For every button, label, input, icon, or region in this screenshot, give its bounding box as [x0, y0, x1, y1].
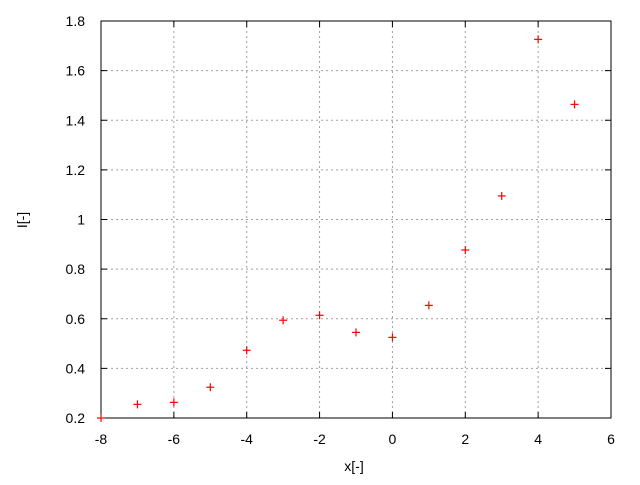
x-axis-label: x[-] [344, 458, 363, 474]
y-axis-label: I[-] [14, 212, 30, 228]
x-tick-label: -2 [313, 431, 326, 447]
data-point [133, 400, 142, 409]
data-point [352, 328, 360, 337]
y-tick-label: 0.4 [66, 360, 86, 376]
data-point [388, 333, 397, 342]
y-tick-label: 0.6 [66, 311, 86, 327]
data-point [570, 100, 579, 109]
y-tick-label: 1.8 [66, 13, 86, 29]
y-tick-label: 0.2 [66, 410, 86, 426]
data-point [242, 346, 251, 355]
y-tick-label: 1.6 [66, 63, 86, 79]
y-tick-label: 0.8 [66, 261, 86, 277]
data-point [206, 383, 215, 392]
data-point [97, 414, 105, 422]
grid [101, 21, 611, 418]
y-tick-label: 1 [77, 212, 85, 228]
data-point [169, 398, 178, 407]
x-tick-label: 2 [461, 431, 469, 447]
plot-frame [100, 20, 612, 419]
data-point [315, 311, 324, 320]
y-tick-label: 1.2 [66, 162, 86, 178]
axis-ticks: -8 -6 -4 -2 0 2 4 6 0.2 0.4 0.6 0.8 1 1.2 1.4 1.6 1.8 [66, 13, 616, 447]
data-point [534, 35, 543, 44]
data-point [279, 316, 288, 325]
x-tick-label: 0 [389, 431, 397, 447]
data-point [461, 246, 470, 255]
data-points [97, 35, 579, 422]
data-point [497, 191, 506, 200]
y-tick-label: 1.4 [66, 112, 86, 128]
x-tick-label: -6 [168, 431, 181, 447]
x-tick-label: -4 [240, 431, 253, 447]
x-tick-label: 6 [607, 431, 615, 447]
x-tick-label: 4 [534, 431, 542, 447]
data-point [424, 301, 433, 310]
x-tick-label: -8 [95, 431, 108, 447]
